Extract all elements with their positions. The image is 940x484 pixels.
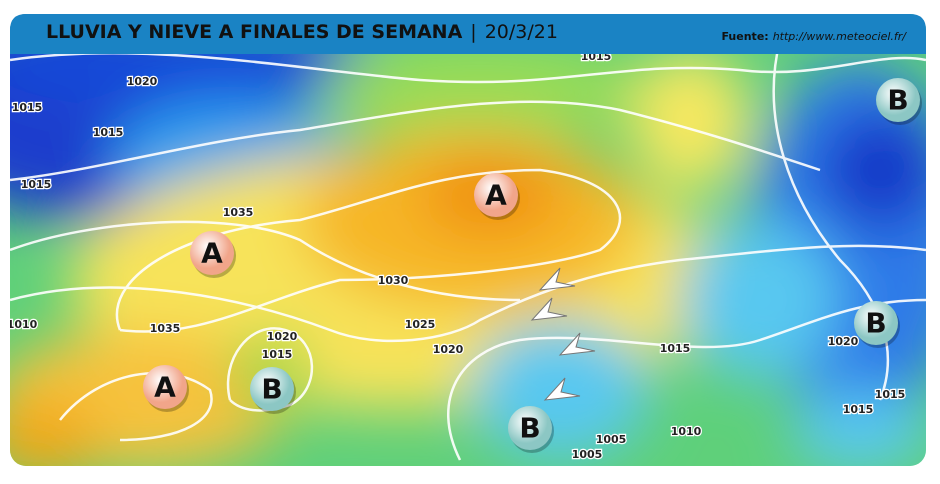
center-letter: B (519, 412, 540, 445)
center-badge (190, 231, 234, 275)
pressure-center: A (474, 173, 520, 220)
isobar-label: 1010 (7, 318, 38, 331)
isobar-label: 1010 (671, 425, 702, 438)
source-label: Fuente: (721, 30, 768, 43)
isobar-label: 1005 (596, 433, 627, 446)
separator: | (470, 21, 476, 43)
isobar-label: 1015 (843, 403, 874, 416)
center-letter: B (261, 373, 282, 406)
pressure-center: A (190, 231, 236, 278)
isobar-label: 1025 (405, 318, 436, 331)
pressure-center: B (250, 367, 296, 414)
isobar-label: 1035 (150, 322, 181, 335)
wind-arrows (530, 267, 596, 401)
isobar-label: 1035 (223, 206, 254, 219)
pressure-center: B (876, 78, 922, 125)
center-badge (143, 365, 187, 409)
header-title: LLUVIA Y NIEVE A FINALES DE SEMANA | 20/3/… (46, 21, 558, 43)
isobar-label: 1020 (828, 335, 859, 348)
isobar-label: 1030 (378, 274, 409, 287)
isobars (10, 39, 926, 461)
center-badge (474, 173, 518, 217)
center-letter: A (485, 179, 507, 212)
pressure-center: A (143, 365, 189, 412)
center-letter: B (887, 84, 908, 117)
isobar-label: 1020 (433, 343, 464, 356)
center-badge (854, 301, 898, 345)
isobar-label: 1015 (21, 178, 52, 191)
isobar-label: 1015 (875, 388, 906, 401)
isobar-label: 1020 (267, 330, 298, 343)
isobar-label: 1015 (262, 348, 293, 361)
center-letter: A (201, 237, 223, 270)
source-url: http://www.meteociel.fr/ (773, 30, 908, 43)
pressure-center: B (508, 406, 554, 453)
title: LLUVIA Y NIEVE A FINALES DE SEMANA (46, 21, 463, 43)
isobar-label: 1020 (127, 75, 158, 88)
center-badge (250, 367, 294, 411)
center-badge (876, 78, 920, 122)
isobar-label: 1015 (93, 126, 124, 139)
isobar-label: 1015 (660, 342, 691, 355)
header-bar (10, 14, 926, 54)
date: 20/3/21 (485, 21, 558, 43)
pressure-center: B (854, 301, 900, 348)
isobar-label: 1015 (12, 101, 43, 114)
source: Fuente: http://www.meteociel.fr/ (721, 30, 907, 43)
center-badge (508, 406, 552, 450)
center-letter: B (865, 307, 886, 340)
isobar-label: 1005 (572, 448, 603, 461)
center-letter: A (154, 371, 176, 404)
